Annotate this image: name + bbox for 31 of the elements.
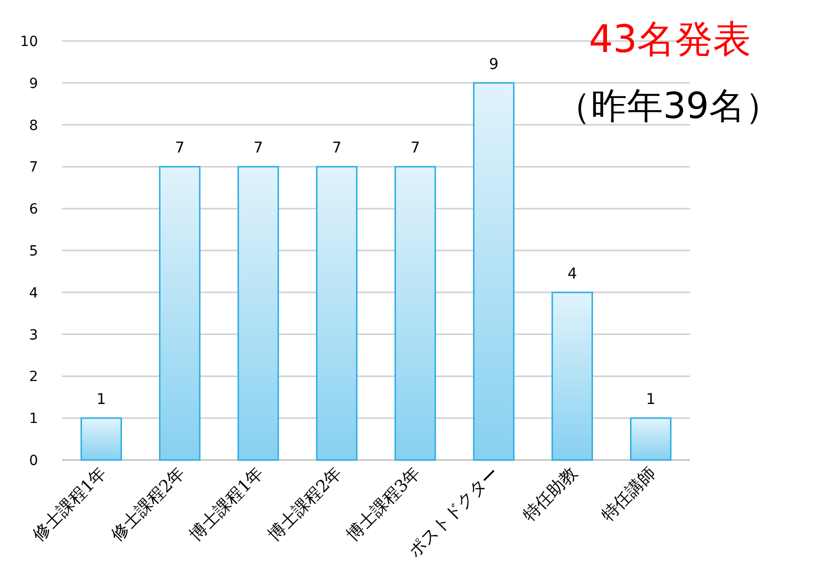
y-tick-label: 9 xyxy=(29,76,38,92)
x-tick-label: 特任講師 xyxy=(598,463,660,526)
y-tick-label: 3 xyxy=(29,327,38,344)
data-label: 1 xyxy=(96,390,106,408)
data-label: 4 xyxy=(567,264,578,282)
bar xyxy=(80,417,122,461)
y-tick-label: 8 xyxy=(29,118,38,134)
data-label: 7 xyxy=(253,138,264,157)
data-label: 7 xyxy=(174,138,185,157)
y-tick-label: 6 xyxy=(29,202,38,218)
y-tick-label: 2 xyxy=(29,369,38,386)
y-tick-label: 5 xyxy=(29,244,38,260)
data-label: 7 xyxy=(410,138,420,157)
bar xyxy=(238,166,279,461)
bar xyxy=(394,166,436,461)
bar xyxy=(316,166,358,461)
y-tick-label: 10 xyxy=(20,34,38,50)
bar xyxy=(473,82,514,461)
data-label: 7 xyxy=(332,138,342,157)
y-tick-label: 4 xyxy=(29,285,38,302)
x-tick-label: 特任助教 xyxy=(520,463,582,526)
data-label: 9 xyxy=(488,54,499,73)
y-tick-label: 7 xyxy=(29,160,38,176)
y-tick-label: 1 xyxy=(29,411,38,428)
bar xyxy=(552,292,593,461)
data-label: 1 xyxy=(646,390,656,408)
bar xyxy=(159,166,200,461)
text: （昨年39名） xyxy=(555,86,781,127)
y-tick-label: 0 xyxy=(29,453,38,469)
bar xyxy=(630,417,672,461)
chart-title: 43名発表 xyxy=(588,17,752,61)
